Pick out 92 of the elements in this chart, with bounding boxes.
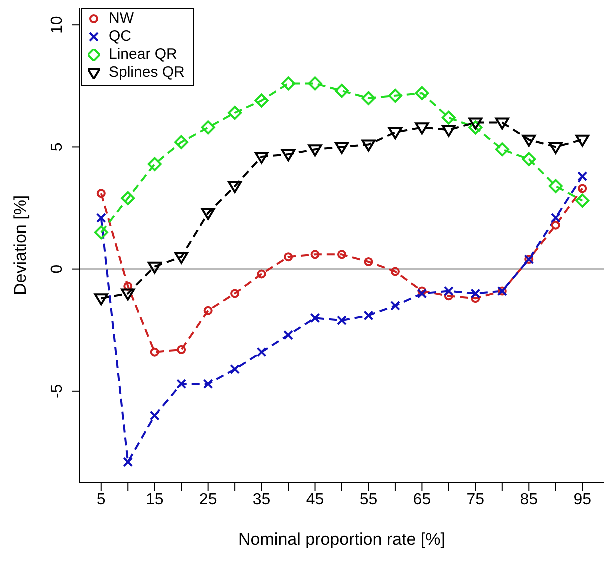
point <box>254 152 269 164</box>
point <box>148 262 162 274</box>
point <box>308 76 322 91</box>
point <box>150 410 160 421</box>
point <box>576 134 590 147</box>
point <box>203 379 214 390</box>
x-tick-label: 75 <box>466 491 485 508</box>
point <box>364 310 374 321</box>
point <box>284 330 294 340</box>
point <box>417 288 428 299</box>
point <box>337 316 347 326</box>
point <box>96 189 106 198</box>
point <box>204 306 213 316</box>
point <box>578 184 588 194</box>
point <box>442 110 456 125</box>
point <box>388 128 402 140</box>
point <box>415 86 430 100</box>
point <box>468 118 483 130</box>
y-tick-label: 10 <box>49 16 66 34</box>
y-tick-label: 5 <box>49 142 66 152</box>
point <box>121 288 136 301</box>
point <box>256 347 267 358</box>
point <box>444 286 454 296</box>
point <box>495 142 510 157</box>
point <box>228 106 242 120</box>
point <box>96 213 106 224</box>
point <box>471 294 480 304</box>
point <box>415 122 430 135</box>
point <box>176 379 187 390</box>
point <box>201 208 216 220</box>
point <box>550 213 561 224</box>
x-tick-label: 15 <box>146 491 164 508</box>
point <box>282 150 296 162</box>
point <box>174 135 189 150</box>
y-tick-label: 0 <box>49 264 66 274</box>
point <box>364 257 374 266</box>
point <box>148 157 162 172</box>
legend-label: QC <box>109 28 132 46</box>
point <box>230 289 240 298</box>
point <box>201 120 216 135</box>
point <box>230 364 240 374</box>
point <box>257 270 266 279</box>
point <box>121 191 136 206</box>
point <box>388 88 402 103</box>
point <box>442 125 456 138</box>
point <box>284 252 294 262</box>
point <box>551 220 560 230</box>
point <box>338 250 346 260</box>
point <box>470 288 481 299</box>
x-tick-label: 25 <box>199 491 218 508</box>
point <box>335 142 349 154</box>
point <box>468 120 483 135</box>
x-tick-label: 85 <box>520 491 538 508</box>
point <box>548 179 563 194</box>
point <box>390 267 400 276</box>
point <box>548 142 563 154</box>
point <box>578 172 588 182</box>
legend-label: Splines QR <box>109 64 185 82</box>
point <box>522 152 536 166</box>
point <box>362 91 376 106</box>
point <box>94 294 108 306</box>
point <box>228 181 242 194</box>
x-tick-label: 95 <box>574 491 592 508</box>
point <box>308 144 322 157</box>
point <box>123 457 134 468</box>
x-tick-label: 5 <box>96 491 106 508</box>
point <box>444 292 454 301</box>
x-tick-label: 35 <box>252 491 271 508</box>
point <box>576 194 590 208</box>
legend-label: NW <box>109 10 134 28</box>
point <box>174 252 189 264</box>
point <box>254 94 269 108</box>
point <box>177 345 186 354</box>
legend-label: Linear QR <box>109 46 178 64</box>
point <box>390 300 400 311</box>
point <box>282 76 296 91</box>
point <box>124 282 133 291</box>
point <box>310 250 320 260</box>
point <box>362 140 376 152</box>
point <box>335 84 349 98</box>
y-tick-label: -5 <box>49 384 66 399</box>
x-tick-label: 45 <box>306 491 324 508</box>
x-axis-title: Nominal proportion rate [%] <box>238 530 446 549</box>
point <box>495 118 510 130</box>
y-axis-title: Deviation [%] <box>11 195 30 296</box>
point <box>522 134 536 147</box>
point <box>418 286 427 296</box>
x-tick-label: 65 <box>413 491 432 508</box>
x-tick-label: 55 <box>360 491 378 508</box>
point <box>94 226 108 240</box>
point <box>310 313 320 324</box>
point <box>150 348 160 357</box>
